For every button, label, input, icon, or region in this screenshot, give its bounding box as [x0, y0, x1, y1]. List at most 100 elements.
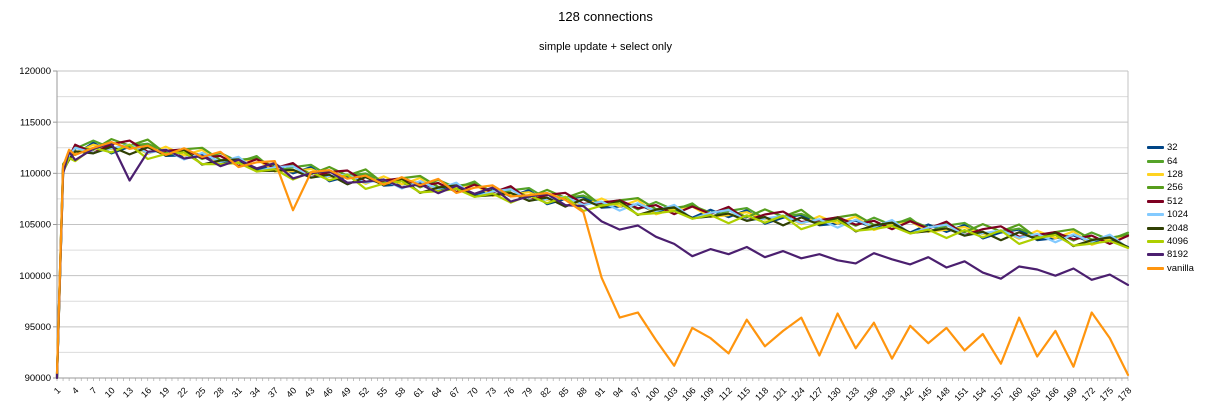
legend-label-1024: 1024: [1167, 209, 1189, 221]
chart-legend: 32 64 128 256 512 1024 2048 4096 8192 vanilla: [1147, 141, 1211, 275]
legend-item-32: 32: [1147, 141, 1211, 154]
chart-subtitle: simple update + select only: [539, 41, 672, 53]
x-tick-label: 148: [934, 385, 952, 403]
legend-item-128: 128: [1147, 168, 1211, 181]
x-tick-label: 88: [575, 385, 589, 399]
series-lines: [55, 138, 1130, 380]
legend-swatch-32: [1147, 146, 1164, 150]
x-tick-label: 133: [843, 385, 861, 403]
legend-swatch-8192: [1147, 253, 1164, 257]
series-line-1024: [55, 143, 1130, 378]
legend-label-vanilla: vanilla: [1167, 262, 1194, 274]
x-tick-label: 175: [1098, 385, 1116, 403]
legend-item-256: 256: [1147, 181, 1211, 194]
x-tick-label: 64: [429, 385, 443, 399]
legend-swatch-128: [1147, 172, 1164, 176]
x-tick-label: 112: [717, 385, 734, 402]
legend-item-2048: 2048: [1147, 221, 1211, 234]
x-tick-label: 136: [862, 385, 880, 403]
legend-label-8192: 8192: [1167, 249, 1189, 261]
legend-label-128: 128: [1167, 168, 1183, 180]
x-tick-label: 82: [538, 385, 552, 399]
x-tick-label: 43: [302, 385, 316, 399]
series-line-64: [55, 139, 1130, 376]
x-tick-label: 55: [375, 385, 389, 399]
legend-swatch-2048: [1147, 226, 1164, 230]
x-tick-label: 97: [629, 385, 643, 399]
y-tick-label: 110000: [20, 169, 51, 180]
x-tick-label: 115: [735, 385, 752, 402]
legend-label-256: 256: [1167, 182, 1183, 194]
y-tick-label: 95000: [25, 322, 51, 333]
legend-item-1024: 1024: [1147, 208, 1211, 221]
legend-item-512: 512: [1147, 195, 1211, 208]
y-tick-label: 90000: [25, 373, 51, 384]
x-tick-label: 79: [520, 385, 534, 399]
x-tick-label: 1: [52, 385, 63, 396]
x-tick-label: 19: [157, 385, 171, 399]
x-tick-label: 160: [1007, 385, 1025, 403]
x-tick-label: 31: [230, 385, 244, 399]
x-tick-label: 73: [484, 385, 498, 399]
x-tick-label: 124: [789, 385, 807, 403]
x-tick-label: 34: [248, 385, 262, 399]
legend-label-64: 64: [1167, 155, 1178, 167]
x-tick-label: 127: [807, 385, 825, 403]
y-tick-label: 100000: [19, 271, 51, 282]
x-tick-label: 70: [466, 385, 480, 399]
x-tick-label: 4: [70, 385, 81, 396]
x-tick-label: 172: [1079, 385, 1097, 403]
x-tick-label: 61: [411, 385, 425, 399]
legend-swatch-64: [1147, 159, 1164, 163]
legend-swatch-1024: [1147, 213, 1164, 217]
x-tick-label: 151: [952, 385, 970, 403]
axes: [53, 70, 1129, 379]
x-tick-label: 85: [557, 385, 571, 399]
x-tick-label: 25: [193, 385, 207, 399]
x-tick-label: 169: [1061, 385, 1079, 403]
x-tick-label: 91: [593, 385, 607, 399]
x-tick-label: 103: [662, 385, 680, 403]
series-line-256: [55, 138, 1130, 375]
x-tick-label: 142: [898, 385, 916, 403]
legend-label-512: 512: [1167, 195, 1183, 207]
legend-label-2048: 2048: [1167, 222, 1189, 234]
x-tick-label: 154: [970, 385, 988, 403]
x-tick-label: 118: [753, 385, 770, 402]
legend-swatch-4096: [1147, 239, 1164, 243]
x-tick-label: 121: [771, 385, 789, 403]
series-line-32: [55, 141, 1130, 379]
x-tick-label: 109: [698, 385, 716, 403]
series-line-vanilla: [55, 141, 1130, 376]
y-gridlines-minor: [57, 96, 1128, 353]
x-tick-label: 145: [916, 385, 934, 403]
x-tick-label: 22: [175, 385, 189, 399]
x-tick-label: 13: [121, 385, 135, 399]
x-tick-label: 52: [357, 385, 371, 399]
series-line-512: [55, 139, 1130, 377]
series-line-128: [55, 143, 1130, 378]
x-axis-labels: 1 4 7 10 13 16 19 22 25 28 31 34 37 40 43 46 49 52 55 58 61 6…: [52, 385, 1134, 403]
x-axis-ticks: [56, 378, 1129, 381]
x-tick-label: 100: [644, 385, 662, 403]
y-axis-labels: 90000 95000 100000 105000 110000 115000 120000: [19, 66, 51, 384]
x-tick-label: 76: [502, 385, 516, 399]
x-tick-label: 28: [212, 385, 226, 399]
legend-label-4096: 4096: [1167, 235, 1189, 247]
x-tick-label: 166: [1043, 385, 1061, 403]
x-tick-label: 94: [611, 385, 625, 399]
legend-item-8192: 8192: [1147, 248, 1211, 261]
legend-item-64: 64: [1147, 154, 1211, 167]
x-tick-label: 10: [103, 385, 117, 399]
legend-item-4096: 4096: [1147, 235, 1211, 248]
x-tick-label: 67: [448, 385, 462, 399]
legend-swatch-256: [1147, 186, 1164, 190]
x-tick-label: 139: [880, 385, 898, 403]
y-tick-label: 105000: [19, 220, 51, 231]
x-tick-label: 46: [321, 385, 335, 399]
series-line-4096: [55, 143, 1130, 380]
x-tick-label: 58: [393, 385, 407, 399]
legend-swatch-vanilla: [1147, 266, 1164, 270]
